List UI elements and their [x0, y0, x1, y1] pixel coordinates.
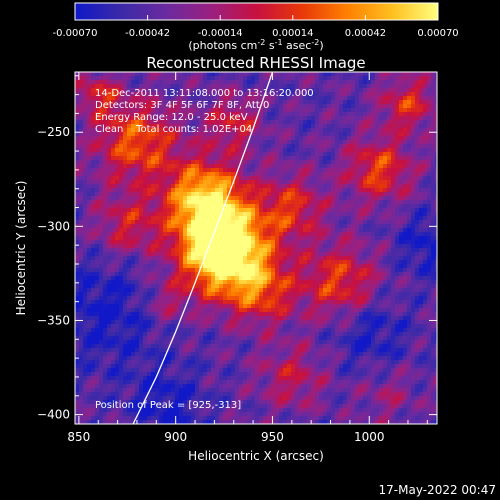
info-line-detectors: Detectors: 3F 4F 5F 6F 7F 8F, Att 0 — [95, 100, 269, 111]
solar-limb-curve — [132, 72, 274, 424]
colorbar-tick-label: 0.00070 — [417, 28, 458, 39]
colorbar-tick-label: 0.00014 — [272, 28, 313, 39]
y-tick-label: −400 — [37, 408, 70, 422]
colorbar-bar — [74, 2, 439, 21]
colorbar-units: (photons cm-2 s-1 asec-2) — [188, 38, 323, 52]
colorbar-tick-label: -0.00070 — [53, 28, 98, 39]
plot-frame — [74, 71, 438, 425]
axes-ticks: 850 900 950 1000 −250 −300 −350 −400 — [37, 72, 437, 444]
y-tick-label: −350 — [37, 313, 70, 327]
y-tick-label: −250 — [37, 125, 70, 139]
y-tick-label: −300 — [37, 219, 70, 233]
info-line-energy: Energy Range: 12.0 - 25.0 keV — [95, 112, 248, 123]
info-line-time: 14-Dec-2011 13:11:08.000 to 13:16:20.000 — [95, 88, 314, 99]
x-tick-label: 900 — [164, 430, 187, 444]
x-tick-label: 1000 — [354, 430, 385, 444]
x-axis-label: Heliocentric X (arcsec) — [188, 449, 324, 463]
colorbar-tick-label: -0.00014 — [198, 28, 243, 39]
colorbar-tick-label: 0.00042 — [345, 28, 386, 39]
y-axis-label: Heliocentric Y (arcsec) — [14, 181, 28, 316]
info-block: 14-Dec-2011 13:11:08.000 to 13:16:20.000… — [95, 88, 314, 411]
chart-title: Reconstructed RHESSI Image — [146, 54, 365, 72]
plot-area: 850 900 950 1000 −250 −300 −350 −400 — [37, 71, 438, 444]
x-tick-label: 850 — [67, 430, 90, 444]
colorbar: -0.00070 -0.00042 -0.00014 0.00014 0.00042 0.… — [53, 2, 459, 52]
heatmap-image — [75, 72, 437, 424]
x-tick-label: 950 — [261, 430, 284, 444]
colorbar-ticks: -0.00070 -0.00042 -0.00014 0.00014 0.00042 0.… — [53, 15, 459, 39]
info-line-clean: Clean Total counts: 1.02E+04 — [95, 124, 252, 135]
footer-timestamp: 17-May-2022 00:47 — [379, 483, 496, 497]
colorbar-tick-label: -0.00042 — [125, 28, 170, 39]
peak-position-label: Position of Peak = [925,-313] — [95, 400, 241, 411]
